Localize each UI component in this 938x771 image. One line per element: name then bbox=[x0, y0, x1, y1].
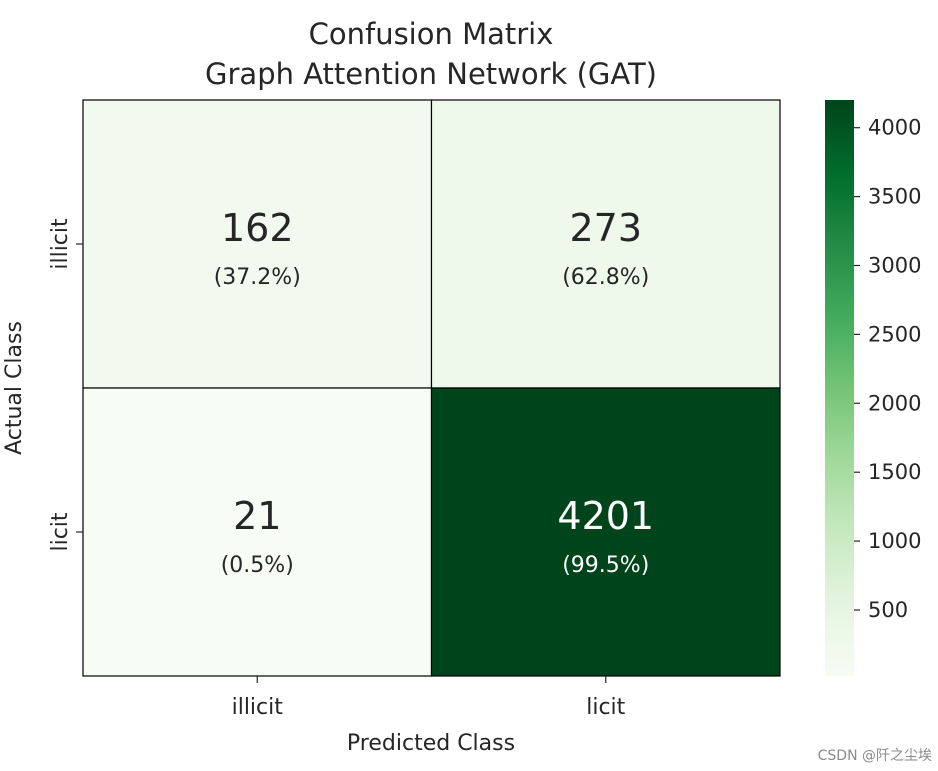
colorbar: 500 1000 1500 2000 2500 3000 3500 4000 bbox=[825, 100, 921, 676]
x-tick-label: licit bbox=[586, 695, 625, 720]
x-axis-ticks: illicit licit bbox=[232, 676, 626, 720]
colorbar-tick-label: 500 bbox=[868, 598, 908, 622]
watermark: CSDN @阡之尘埃 bbox=[817, 748, 932, 764]
cell-count-label: 273 bbox=[569, 206, 642, 250]
cell-count-label: 4201 bbox=[557, 494, 654, 538]
colorbar-gradient bbox=[825, 100, 854, 676]
colorbar-tick-label: 2000 bbox=[868, 391, 921, 415]
heatmap-cells: 162 (37.2%) 273 (62.8%) 21 (0.5%) 4201 (99.5%) bbox=[82, 99, 781, 677]
cell-percent-label: (99.5%) bbox=[562, 553, 649, 578]
cell-percent-label: (37.2%) bbox=[214, 265, 301, 290]
heatmap-cell bbox=[82, 387, 433, 677]
heatmap-cell bbox=[430, 387, 781, 677]
y-tick-label: licit bbox=[48, 512, 73, 551]
chart-title: Confusion Matrix bbox=[309, 17, 554, 51]
y-axis-ticks: illicit licit bbox=[48, 218, 83, 552]
chart-subtitle: Graph Attention Network (GAT) bbox=[205, 57, 657, 91]
x-axis-label: Predicted Class bbox=[347, 731, 515, 756]
cell-count-label: 162 bbox=[221, 206, 294, 250]
x-tick-label: illicit bbox=[232, 695, 284, 720]
heatmap-cell bbox=[82, 99, 433, 389]
cell-percent-label: (62.8%) bbox=[562, 265, 649, 290]
colorbar-tick-label: 3000 bbox=[868, 253, 921, 277]
y-tick-label: illicit bbox=[48, 218, 73, 270]
y-axis-label: Actual Class bbox=[2, 321, 27, 455]
colorbar-tick-label: 4000 bbox=[868, 116, 921, 140]
cell-percent-label: (0.5%) bbox=[221, 553, 294, 578]
colorbar-tick-label: 2500 bbox=[868, 322, 921, 346]
colorbar-tick-label: 3500 bbox=[868, 185, 921, 209]
heatmap-cell bbox=[430, 99, 781, 389]
cell-count-label: 21 bbox=[233, 494, 281, 538]
colorbar-tick-label: 1000 bbox=[868, 529, 921, 553]
colorbar-tick-label: 1500 bbox=[868, 460, 921, 484]
